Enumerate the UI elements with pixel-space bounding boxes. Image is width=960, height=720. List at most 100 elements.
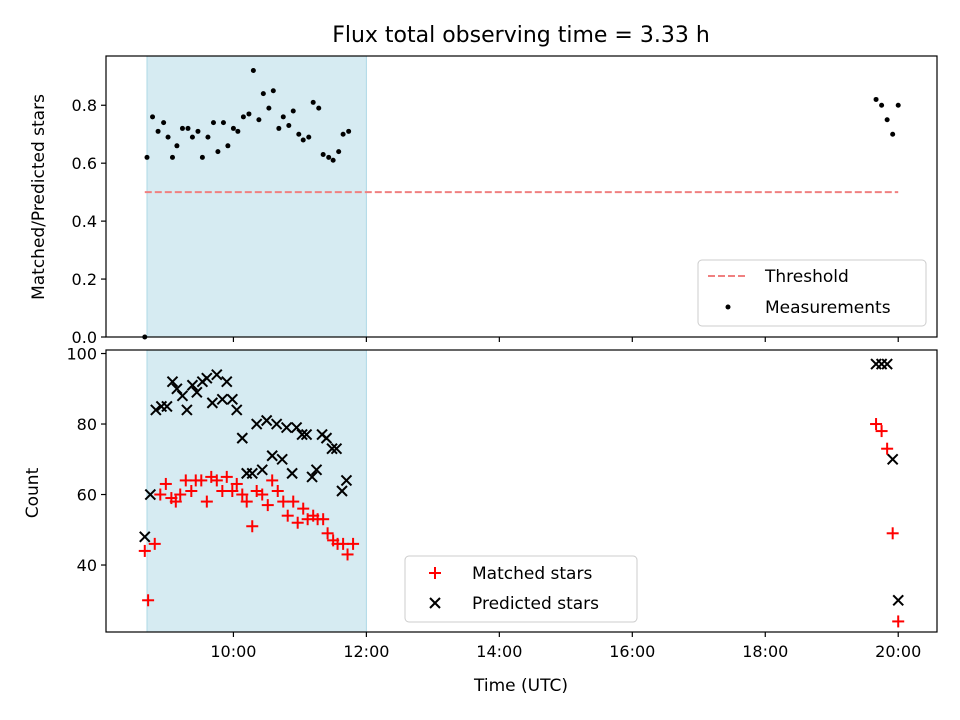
y-tick-label: 40: [77, 556, 97, 575]
axes-frame: [105, 349, 938, 633]
bottom-legend-box: [404, 555, 638, 623]
predicted-star-point: [176, 390, 189, 402]
x-tick-label: 20:00: [875, 642, 921, 661]
measurement-point: [256, 117, 262, 123]
measurement-point: [310, 99, 316, 105]
measurement-point: [276, 125, 282, 131]
predicted-star-point: [256, 464, 268, 476]
predicted-star-point: [201, 372, 213, 384]
matched-star-point: [271, 485, 284, 497]
predicted-star-point: [231, 404, 243, 416]
matched-star-point: [240, 495, 253, 508]
matched-star-point: [341, 548, 354, 561]
x-tick-label: 18:00: [742, 642, 788, 661]
measurement-point: [210, 120, 216, 126]
measurement-point: [890, 131, 896, 137]
x-tick-label: 16:00: [609, 642, 655, 661]
measurement-point: [286, 123, 292, 129]
measurement-point: [260, 91, 266, 97]
y-tick-label: 60: [77, 486, 97, 505]
predicted-star-point: [250, 418, 263, 430]
matched-star-point: [185, 485, 198, 497]
predicted-star-point: [211, 368, 223, 381]
predicted-star-point: [171, 383, 183, 395]
x-axis-label: Time (UTC): [473, 676, 568, 696]
measurement-point: [879, 102, 885, 108]
matched-star-point: [321, 527, 334, 540]
threshold-legend-label: Threshold: [764, 267, 849, 287]
matched-star-point: [138, 544, 151, 557]
measurement-point: [873, 96, 879, 102]
measurements-legend-swatch: [725, 304, 731, 310]
measurement-point: [326, 154, 332, 160]
measurement-point: [316, 105, 322, 111]
y-tick-label: 0.6: [72, 154, 97, 173]
predicted-star-point: [236, 432, 248, 444]
predicted-star-point: [280, 421, 293, 434]
predicted-star-point: [166, 376, 179, 388]
y-tick-label: 80: [77, 415, 97, 434]
matched-star-point: [246, 520, 259, 533]
measurement-point: [235, 128, 241, 134]
y-tick-label: 0.0: [72, 328, 97, 347]
top-legend: Threshold Measurements: [697, 259, 927, 327]
measurement-point: [199, 154, 205, 160]
matched-legend-label: Matched stars: [472, 564, 592, 584]
predicted-star-point: [191, 386, 203, 399]
predicted-star-point: [216, 393, 229, 406]
matched-star-point: [195, 474, 208, 487]
measurement-point: [165, 134, 171, 140]
measurement-point: [169, 154, 175, 160]
matched-star-point: [159, 477, 172, 490]
matched-star-point: [220, 470, 233, 483]
measurement-point: [225, 143, 231, 149]
matched-star-point: [200, 495, 213, 508]
matched-star-point: [169, 495, 182, 508]
measurement-point: [144, 154, 150, 160]
axes-frame: [105, 55, 938, 338]
predicted-star-point: [226, 393, 239, 406]
predicted-star-point: [221, 376, 233, 388]
predicted-star-point: [290, 421, 303, 434]
x-tick-label: 10:00: [210, 642, 256, 661]
predicted-star-point: [892, 594, 904, 606]
matched-star-point: [886, 527, 899, 540]
predicted-star-point: [326, 442, 338, 455]
measurement-point: [895, 102, 901, 108]
measurement-point: [246, 111, 252, 117]
matched-star-point: [226, 485, 239, 497]
matched-star-point: [892, 615, 905, 628]
predicted-star-point: [266, 450, 278, 462]
measurement-point: [300, 137, 306, 143]
measurement-point: [280, 114, 286, 120]
top-y-axis-label: Matched/Predicted stars: [29, 94, 49, 300]
predicted-star-point: [340, 474, 353, 487]
x-tick-label: 12:00: [343, 642, 389, 661]
matched-star-point: [230, 477, 243, 490]
measurement-point: [340, 131, 346, 137]
measurement-point: [320, 151, 326, 157]
matched-star-point: [881, 442, 894, 455]
matched-star-point: [281, 509, 294, 522]
y-tick-label: 0.4: [72, 212, 97, 231]
predicted-star-point: [306, 471, 318, 483]
predicted-star-point: [320, 432, 333, 444]
measurement-point: [220, 120, 226, 126]
measurement-point: [250, 67, 256, 73]
measurement-point: [155, 128, 161, 134]
measurement-point: [306, 134, 312, 140]
matched-legend-swatch: [429, 567, 441, 579]
chart-title: Flux total observing time = 3.33 h: [332, 23, 710, 48]
predicted-star-point: [150, 404, 162, 416]
matched-star-point: [236, 488, 249, 501]
predicted-star-point: [336, 485, 348, 497]
predicted-star-point: [875, 358, 888, 370]
predicted-star-point: [310, 464, 323, 476]
measurement-point: [230, 125, 236, 131]
predicted-legend-label: Predicted stars: [472, 594, 599, 614]
measurement-point: [161, 120, 167, 126]
measurement-point: [884, 117, 890, 123]
predicted-star-point: [276, 453, 288, 465]
measurement-point: [270, 88, 276, 94]
measurement-point: [215, 149, 221, 155]
